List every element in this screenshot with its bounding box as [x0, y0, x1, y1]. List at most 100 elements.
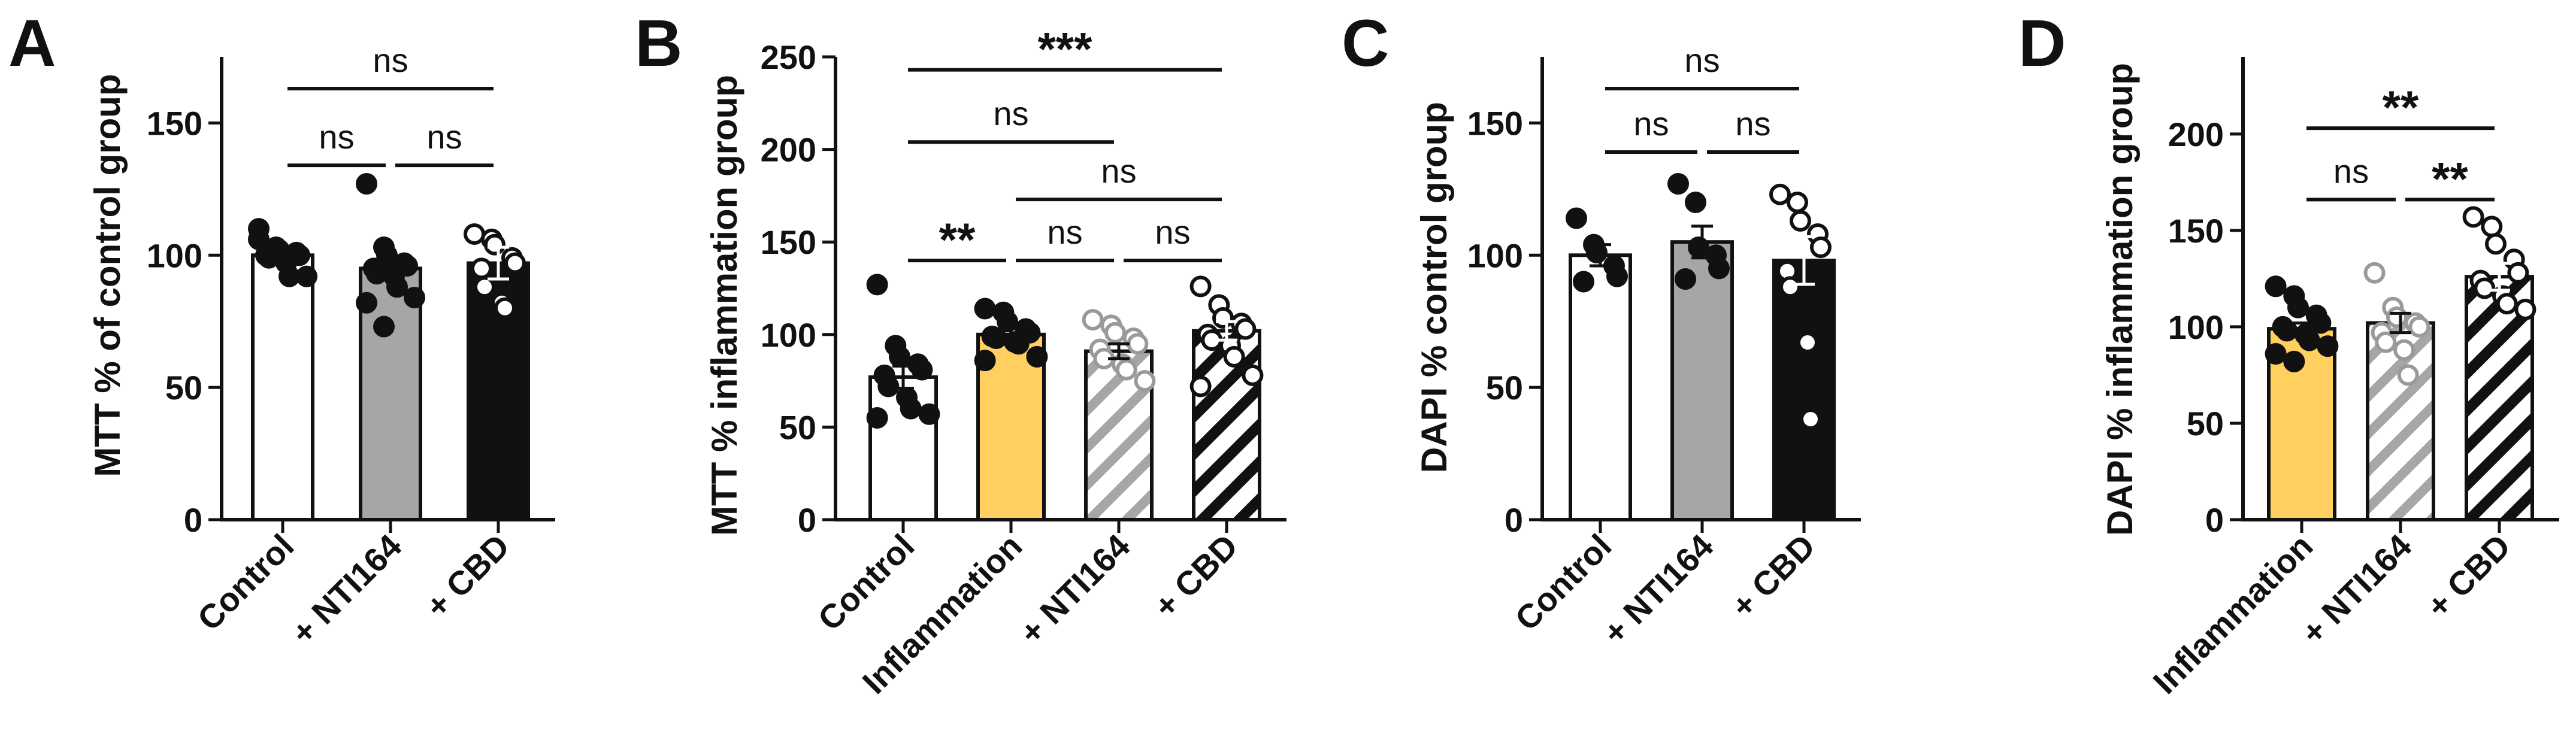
x-tick-label: + CBD — [1724, 527, 1822, 625]
data-point — [1104, 321, 1126, 344]
data-point — [1134, 370, 1156, 392]
data-point — [866, 407, 888, 429]
data-point — [2317, 335, 2339, 357]
panel-label-c: C — [1342, 7, 1389, 80]
panel-a-ylabel: MTT % of control group — [87, 74, 128, 477]
data-point — [1082, 309, 1104, 331]
data-point — [2496, 293, 2518, 315]
significance-label: ns — [1101, 152, 1136, 190]
x-tick-label: + NTI164 — [284, 527, 409, 652]
significance-label: ** — [2432, 152, 2468, 205]
x-tick-label: + CBD — [2419, 527, 2517, 625]
data-point — [1667, 173, 1689, 195]
bar — [1772, 259, 1836, 521]
y-tick-label: 150 — [147, 104, 202, 142]
data-point — [1800, 408, 1821, 430]
x-tick-label: + CBD — [1146, 527, 1245, 625]
data-point — [2386, 306, 2408, 328]
significance-label: ns — [426, 118, 462, 156]
data-point — [974, 298, 996, 320]
y-tick-label: 100 — [147, 236, 202, 274]
y-tick-label: 150 — [1467, 104, 1523, 142]
significance-label: *** — [1037, 23, 1092, 75]
data-point — [2514, 298, 2536, 320]
y-tick-label: 0 — [2205, 501, 2224, 539]
data-point — [464, 223, 485, 245]
data-point — [974, 350, 996, 372]
data-point — [471, 257, 492, 280]
data-point — [889, 345, 910, 368]
y-tick-label: 50 — [779, 408, 816, 446]
significance-label: ns — [1047, 213, 1082, 251]
data-point — [866, 274, 888, 296]
data-point — [2481, 216, 2503, 238]
panel-label-d: D — [2018, 7, 2066, 80]
data-point — [1606, 265, 1628, 287]
panel-c-ylabel: DAPI % control group — [1414, 102, 1454, 473]
data-point — [2397, 364, 2419, 386]
significance-label: ns — [1633, 105, 1669, 142]
x-tick-label: + NTI164 — [1596, 527, 1721, 652]
data-point — [2485, 233, 2507, 255]
data-point — [2363, 262, 2386, 284]
y-tick-label: 50 — [1486, 369, 1523, 407]
data-point — [2507, 262, 2529, 284]
panel-d: 0 50 100 150 200 Inflammation+ NTI164 + CBD ** n… — [2146, 57, 2559, 701]
x-tick-label: Control — [190, 527, 301, 638]
data-point — [279, 265, 300, 287]
data-point — [900, 398, 922, 420]
data-point — [484, 233, 505, 256]
y-tick-label: 250 — [761, 38, 816, 76]
data-point — [985, 327, 1007, 349]
data-point — [1026, 345, 1048, 368]
data-point — [1242, 364, 1264, 386]
significance-label: ns — [1684, 41, 1720, 79]
significance-label: ns — [2333, 152, 2369, 190]
data-point — [1688, 236, 1709, 259]
data-point — [1189, 275, 1212, 298]
x-tick-label: Control — [810, 527, 921, 638]
panel-d-ylabel: DAPI % inflammation group — [2100, 63, 2140, 536]
data-point — [1797, 332, 1818, 354]
data-point — [877, 375, 900, 398]
data-point — [1586, 241, 1608, 263]
data-point — [373, 316, 395, 338]
data-point — [504, 252, 526, 274]
x-tick-label: + NTI164 — [1012, 527, 1137, 652]
y-tick-label: 0 — [184, 501, 202, 539]
data-point — [918, 403, 940, 425]
data-point — [376, 250, 398, 272]
y-tick-label: 100 — [761, 316, 816, 354]
data-point — [356, 292, 377, 314]
data-point — [1189, 375, 1212, 398]
data-point — [997, 311, 1018, 333]
y-tick-label: 150 — [2168, 212, 2224, 250]
data-point — [1779, 276, 1801, 298]
data-point — [2393, 339, 2415, 361]
data-point — [248, 218, 270, 240]
significance-label: ns — [319, 118, 354, 156]
data-point — [1115, 359, 1137, 381]
data-point — [296, 265, 317, 287]
x-tick-label: Inflammation — [2146, 527, 2320, 701]
data-point — [911, 359, 933, 381]
data-point — [1708, 257, 1730, 280]
y-tick-label: 50 — [165, 369, 202, 407]
data-point — [1127, 333, 1149, 355]
significance-label: ** — [939, 213, 976, 266]
data-point — [1223, 345, 1245, 368]
panel-a: 0 50 100 150 Control+ NTI164 + CBD ns ns ns — [147, 41, 555, 651]
panel-b-ylabel: MTT % inflammation group — [704, 75, 744, 536]
data-point — [386, 276, 408, 298]
y-tick-label: 200 — [2168, 116, 2224, 153]
data-point — [1810, 236, 1832, 259]
data-point — [2265, 343, 2287, 365]
bar — [251, 253, 314, 521]
data-point — [1685, 191, 1706, 213]
data-point — [1212, 307, 1234, 329]
data-point — [2287, 296, 2309, 319]
panel-label-b: B — [635, 7, 682, 80]
